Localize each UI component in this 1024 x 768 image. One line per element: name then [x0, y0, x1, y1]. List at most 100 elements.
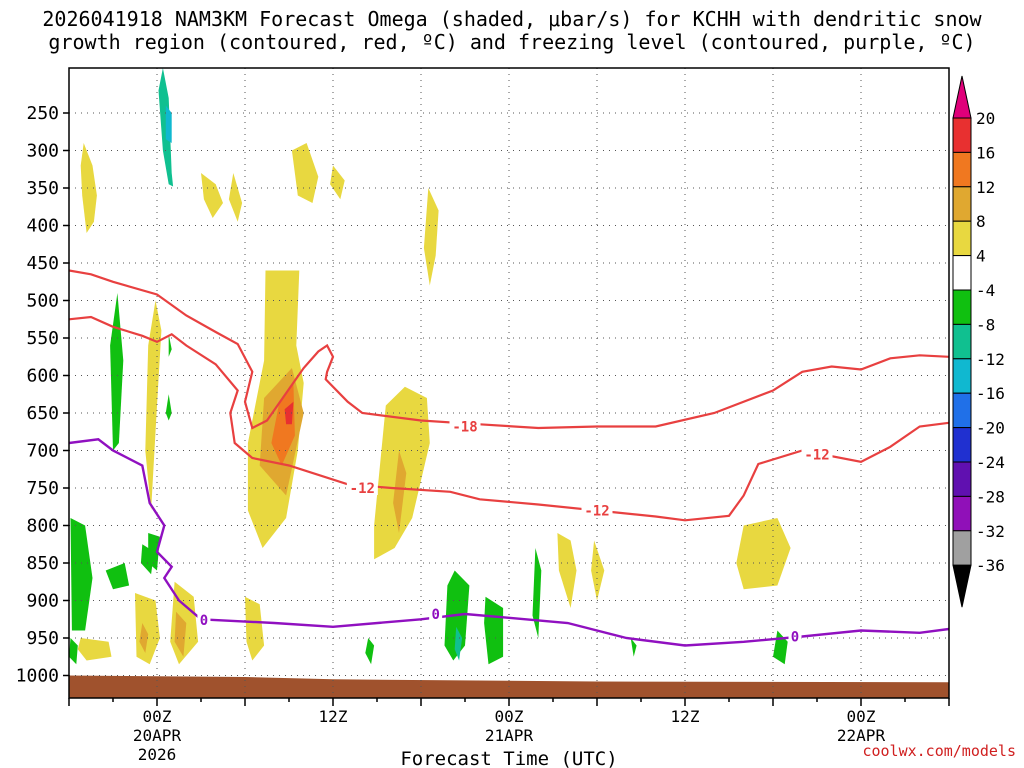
colorbar-segment-3	[952, 186, 972, 222]
contour-label-0-c: 0	[791, 630, 799, 646]
y-tick-label-450: 450	[26, 253, 59, 274]
colorbar-segment-12	[952, 495, 972, 532]
x-tick-label-54-1: 22APR	[837, 726, 886, 745]
y-tick-label-700: 700	[26, 441, 59, 462]
omega-region-36	[773, 630, 788, 665]
colorbar-segment-8	[952, 358, 972, 394]
contour-label-12-b: -12	[584, 504, 609, 520]
omega-region-28	[140, 544, 155, 575]
y-tick-label-300: 300	[26, 141, 59, 162]
contour-label-12-c: -12	[804, 447, 829, 463]
omega-region-5	[291, 143, 319, 203]
contour-label-0-a: 0	[200, 613, 208, 629]
y-tick-label-550: 550	[26, 328, 59, 349]
omega-region-35	[69, 638, 78, 665]
x-tick-label-18-0: 12Z	[319, 707, 348, 726]
omega-region-21	[393, 450, 407, 533]
x-tick-label-6-0: 00Z	[143, 707, 172, 726]
y-tick-label-600: 600	[26, 366, 59, 387]
colorbar-label-3: 8	[976, 212, 986, 231]
colorbar-label-6: -8	[976, 315, 995, 334]
contour-label-layer: -18 -12 -12 -12 0 0 0	[197, 418, 833, 646]
plot-frame	[68, 67, 950, 699]
x-axis-label: Forecast Time (UTC)	[400, 748, 617, 768]
colorbar-segment-13	[952, 530, 972, 566]
y-tick-label-850: 850	[26, 553, 59, 574]
omega-region-26	[105, 563, 130, 590]
omega-region-15	[135, 593, 160, 665]
colorbar-label-4: 4	[976, 247, 986, 266]
y-axis: 250 300 350 400 450 500 550 600 650 700 750 800 850 9…	[16, 103, 69, 687]
colorbar-segment-6	[952, 289, 972, 325]
label-12-c-bg	[801, 446, 833, 462]
contour-label-0-b: 0	[431, 607, 439, 623]
y-tick-label-350: 350	[26, 178, 59, 199]
chart-title-line1: 2026041918 NAM3KM Forecast Omega (shaded…	[42, 7, 982, 31]
omega-region-20	[284, 401, 294, 425]
omega-shading-layer	[69, 68, 791, 665]
label-12-a-bg	[346, 480, 378, 495]
omega-region-25	[70, 518, 93, 631]
colorbar-label-2: 12	[976, 178, 995, 197]
omega-region-14	[77, 638, 112, 661]
colorbar-label-5: -4	[976, 281, 995, 300]
omega-region-29	[165, 394, 172, 421]
x-tick-label-6-1: 20APR	[133, 726, 182, 745]
colorbar-segment-4	[952, 220, 972, 257]
colorbar-label-7: -12	[976, 350, 1005, 369]
colorbar-segment-11	[952, 461, 972, 497]
y-tick-label-950: 950	[26, 628, 59, 649]
label-18-bg	[449, 418, 481, 434]
dgz-contour-upper	[69, 269, 949, 430]
omega-region-38	[454, 626, 463, 661]
y-tick-label-1000: 1000	[16, 666, 59, 687]
omega-region-37	[630, 638, 637, 657]
y-tick-label-500: 500	[26, 291, 59, 312]
colorbar-label-0: 20	[976, 109, 995, 128]
omega-region-1	[165, 105, 172, 143]
colorbar-label-12: -32	[976, 522, 1005, 541]
omega-region-8	[423, 188, 439, 286]
colorbar-segment-10	[952, 427, 972, 463]
freezing-level-contour	[69, 438, 949, 647]
contour-label-18: -18	[452, 420, 477, 436]
omega-region-23	[174, 611, 187, 657]
colorbar-segment-1	[952, 117, 972, 153]
omega-region-6	[330, 165, 345, 200]
colorbar-label-13: -36	[976, 556, 1005, 575]
colorbar-label-10: -24	[976, 453, 1005, 472]
contour-layer	[69, 269, 949, 647]
colorbar-segment-9	[952, 392, 972, 429]
x-tick-label-30-1: 21APR	[485, 726, 534, 745]
label-0-a-bg	[197, 612, 211, 627]
colorbar-segment-5	[952, 255, 972, 291]
omega-region-30	[168, 334, 172, 357]
colorbar-segment-2	[952, 151, 972, 188]
y-tick-label-800: 800	[26, 516, 59, 537]
omega-region-33	[532, 548, 542, 638]
label-0-c-bg	[788, 628, 802, 644]
omega-region-24	[110, 293, 124, 451]
omega-region-32	[484, 596, 504, 665]
source-credit: coolwx.com/models	[862, 742, 1016, 760]
colorbar-segment-7	[952, 323, 972, 360]
y-tick-label-750: 750	[26, 478, 59, 499]
x-tick-label-30-0: 00Z	[495, 707, 524, 726]
omega-region-12	[591, 540, 605, 601]
contour-label-12-a: -12	[350, 481, 375, 497]
y-tick-label-250: 250	[26, 103, 59, 124]
colorbar-label-8: -16	[976, 384, 1005, 403]
colorbar-label-9: -20	[976, 419, 1005, 438]
omega-region-17	[245, 596, 265, 661]
label-0-b-bg	[429, 606, 443, 621]
omega-region-13	[736, 518, 791, 590]
omega-region-19	[271, 383, 295, 466]
omega-region-2	[80, 143, 97, 233]
colorbar-label-1: 16	[976, 143, 995, 162]
omega-region-9	[145, 300, 162, 511]
y-tick-label-900: 900	[26, 591, 59, 612]
y-tick-label-650: 650	[26, 403, 59, 424]
omega-region-11	[557, 533, 577, 608]
